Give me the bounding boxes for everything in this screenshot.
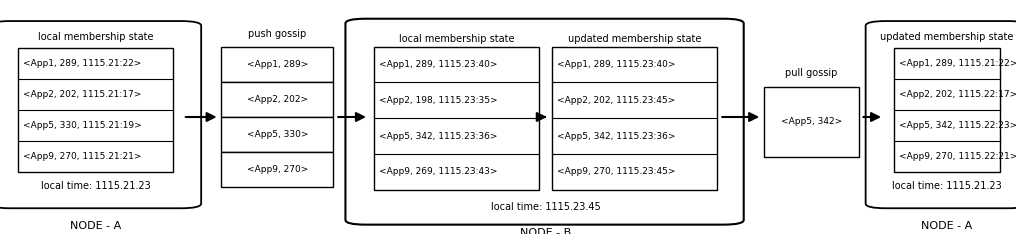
Text: <App5, 330>: <App5, 330>: [247, 130, 308, 139]
Text: local membership state: local membership state: [38, 32, 153, 42]
Text: <App9, 270, 1115.22:21>: <App9, 270, 1115.22:21>: [899, 152, 1016, 161]
Text: <App2, 202, 1115.21:17>: <App2, 202, 1115.21:17>: [23, 90, 142, 99]
Text: <App1, 289, 1115.23:40>: <App1, 289, 1115.23:40>: [557, 60, 676, 69]
Text: push gossip: push gossip: [248, 29, 307, 39]
FancyBboxPatch shape: [0, 21, 201, 208]
Text: <App9, 270, 1115.21:21>: <App9, 270, 1115.21:21>: [23, 152, 142, 161]
Text: updated membership state: updated membership state: [568, 34, 701, 44]
Text: <App5, 342, 1115.23:36>: <App5, 342, 1115.23:36>: [557, 132, 676, 140]
Bar: [764, 87, 859, 157]
Text: <App5, 330, 1115.21:19>: <App5, 330, 1115.21:19>: [23, 121, 142, 130]
Bar: [18, 48, 173, 172]
Bar: [221, 152, 333, 187]
Text: NODE - B: NODE - B: [520, 228, 571, 234]
Text: <App5, 342, 1115.23:36>: <App5, 342, 1115.23:36>: [379, 132, 498, 140]
Text: <App5, 342, 1115.22:23>: <App5, 342, 1115.22:23>: [899, 121, 1016, 130]
Text: pull gossip: pull gossip: [785, 68, 837, 78]
Text: NODE - A: NODE - A: [922, 221, 972, 231]
Text: local membership state: local membership state: [399, 34, 514, 44]
Text: local time: 1115.21.23: local time: 1115.21.23: [41, 181, 150, 191]
Text: <App9, 270>: <App9, 270>: [247, 165, 308, 174]
Text: <App5, 342>: <App5, 342>: [780, 117, 842, 126]
Text: <App2, 202>: <App2, 202>: [247, 95, 308, 104]
Text: NODE - A: NODE - A: [70, 221, 121, 231]
Text: local time: 1115.23.45: local time: 1115.23.45: [491, 202, 600, 212]
Bar: [374, 47, 539, 190]
Bar: [552, 47, 717, 190]
Text: <App2, 198, 1115.23:35>: <App2, 198, 1115.23:35>: [379, 96, 498, 105]
Bar: [894, 48, 1000, 172]
Text: local time: 1115.21.23: local time: 1115.21.23: [892, 181, 1002, 191]
Bar: [221, 82, 333, 117]
Text: <App9, 270, 1115.23:45>: <App9, 270, 1115.23:45>: [557, 167, 676, 176]
Bar: [221, 117, 333, 152]
Text: <App2, 202, 1115.23:45>: <App2, 202, 1115.23:45>: [557, 96, 675, 105]
FancyBboxPatch shape: [345, 19, 744, 225]
Text: <App9, 269, 1115.23:43>: <App9, 269, 1115.23:43>: [379, 167, 498, 176]
Text: <App1, 289, 1115.23:40>: <App1, 289, 1115.23:40>: [379, 60, 498, 69]
Text: <App1, 289, 1115.21:22>: <App1, 289, 1115.21:22>: [23, 59, 142, 68]
FancyBboxPatch shape: [866, 21, 1016, 208]
Bar: [221, 47, 333, 82]
Text: <App2, 202, 1115.22:17>: <App2, 202, 1115.22:17>: [899, 90, 1016, 99]
Text: updated membership state: updated membership state: [880, 32, 1014, 42]
Text: <App1, 289, 1115.21:22>: <App1, 289, 1115.21:22>: [899, 59, 1016, 68]
Text: <App1, 289>: <App1, 289>: [247, 60, 308, 69]
